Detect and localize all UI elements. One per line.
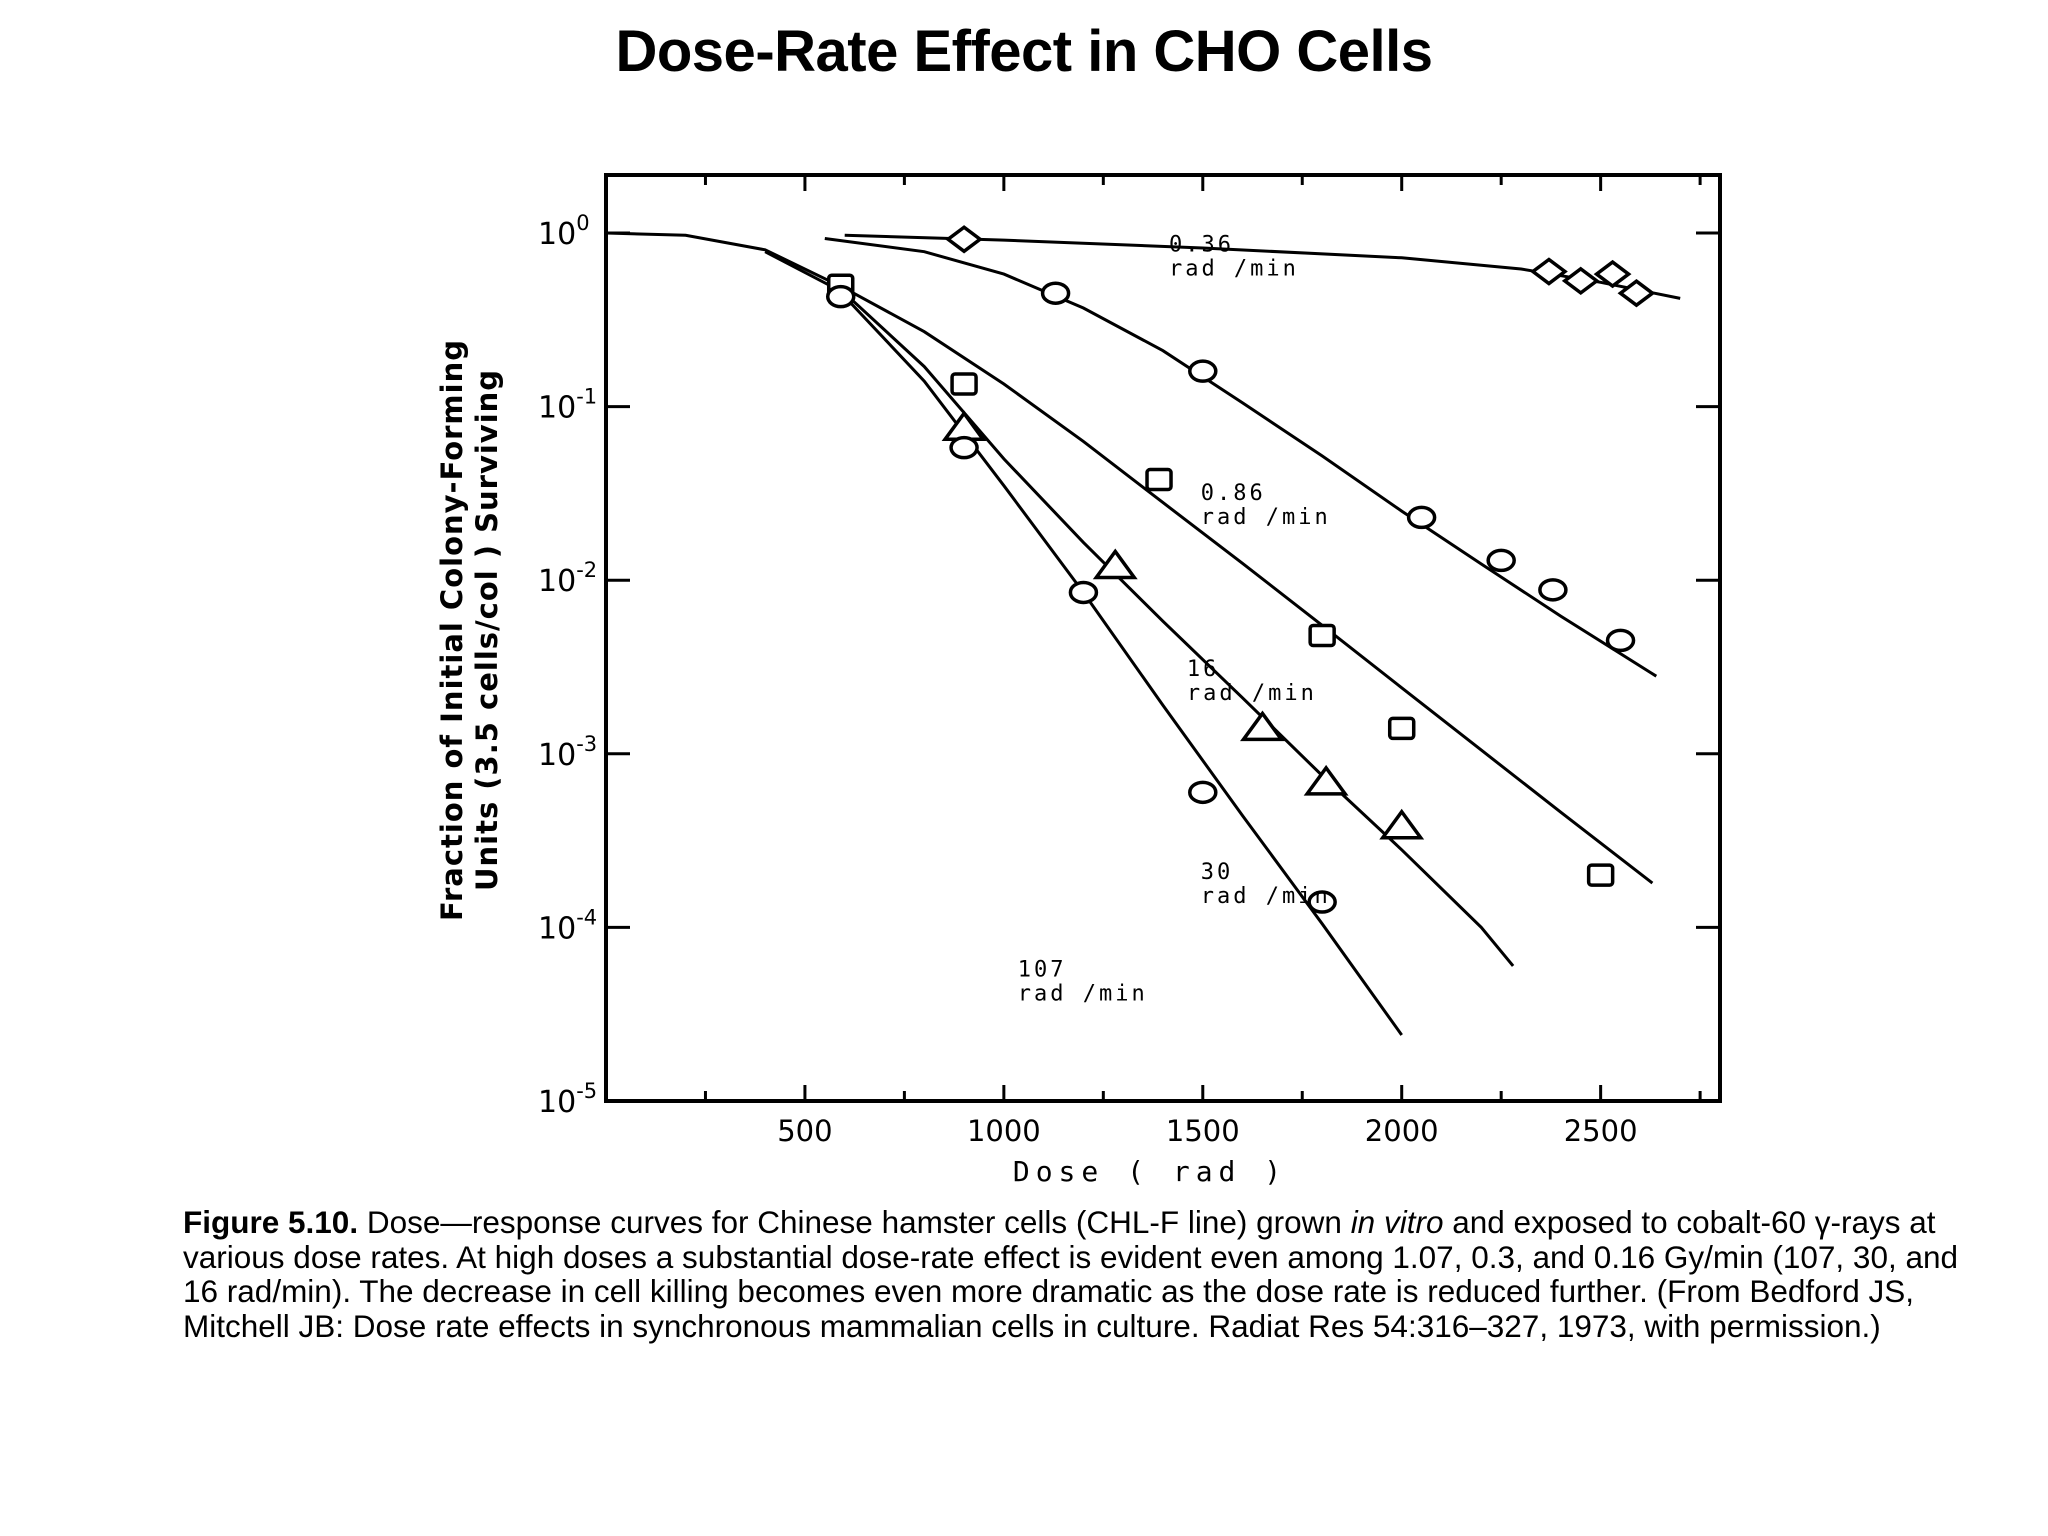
series-label-rate: 0.86 [1201,481,1266,506]
fit-curve [843,295,1403,1036]
axis-ticks: 500 1000 1500 2000 2500 100 10-1 10-2 10-3 10-4 10… [538,175,1720,1148]
series-label-rate: 30 [1201,860,1234,885]
y-tick-label: 10-1 [538,385,597,426]
x-tick-label: 2500 [1564,1114,1638,1148]
y-axis-label-line1: Fraction of Initial Colony-Forming [435,339,469,921]
data-point-circle [825,284,856,309]
data-point-circle [1538,578,1568,602]
series-label-unit: rad /min [1018,982,1148,1007]
survival-chart: 500 1000 1500 2000 2500 100 10-1 10-2 10-3 10-4 10… [435,173,1722,1188]
y-tick-label: 10-5 [538,1079,597,1120]
data-point-diamond [1617,279,1656,308]
data-point-square [1586,863,1615,887]
figure-caption: Figure 5.10. Dose—response curves for Ch… [183,1205,1983,1343]
series-label-rate: 16 [1187,657,1220,682]
fit-curve [605,231,1654,885]
slide-title: Dose-Rate Effect in CHO Cells [615,19,1433,84]
data-markers [825,225,1656,914]
series-label-rate: 0.36 [1169,233,1234,258]
y-tick-label: 100 [538,211,590,252]
plot-frame [604,173,1722,1103]
y-axis-label-line2: Units (3.5 cells/col ) Surviving [470,369,504,891]
data-point-circle [1188,780,1218,805]
x-axis-label: Dose ( rad ) [1013,1155,1287,1188]
caption-lead: Figure 5.10. [183,1204,359,1240]
data-point-triangle [1379,808,1425,840]
data-point-square [1308,623,1336,648]
x-tick-label: 1500 [1166,1114,1240,1148]
data-point-circle [949,435,979,460]
data-point-circle [1188,359,1218,383]
caption-text-2: and exposed to cobalt-60 γ-rays at vario… [183,1204,1959,1344]
data-point-circle [1040,281,1071,305]
data-point-diamond [1593,259,1632,289]
data-point-circle [1307,890,1337,914]
data-point-triangle [1240,710,1285,742]
series-label-unit: rad /min [1169,257,1299,282]
x-tick-label: 500 [777,1114,832,1148]
fit-curve [824,237,1658,678]
caption-italic: in vitro [1350,1204,1444,1240]
y-tick-label: 10-2 [538,558,597,599]
data-point-square [1145,467,1173,492]
data-point-circle [1486,548,1516,573]
data-point-triangle [1303,764,1349,796]
y-tick-label: 10-3 [538,732,597,773]
data-point-triangle [1092,548,1138,580]
series-label-unit: rad /min [1201,505,1331,530]
x-tick-label: 1000 [967,1114,1041,1148]
data-point-square [1387,716,1416,741]
data-point-circle [1605,628,1636,653]
series-label-rate: 107 [1018,958,1067,983]
data-point-circle [1068,580,1099,605]
data-point-circle [1406,505,1437,530]
series-label-unit: rad /min [1201,884,1331,909]
data-point-diamond [1561,266,1600,296]
fit-curve [764,250,1515,967]
fit-curve [844,233,1681,300]
data-point-diamond [945,225,983,254]
fit-curves [605,231,1681,1036]
y-tick-label: 10-4 [538,905,597,946]
x-tick-label: 2000 [1365,1114,1439,1148]
data-point-square [950,372,978,396]
data-point-diamond [1530,257,1568,286]
caption-text-1: Dose—response curves for Chinese hamster… [358,1204,1351,1240]
series-label-unit: rad /min [1187,681,1317,706]
